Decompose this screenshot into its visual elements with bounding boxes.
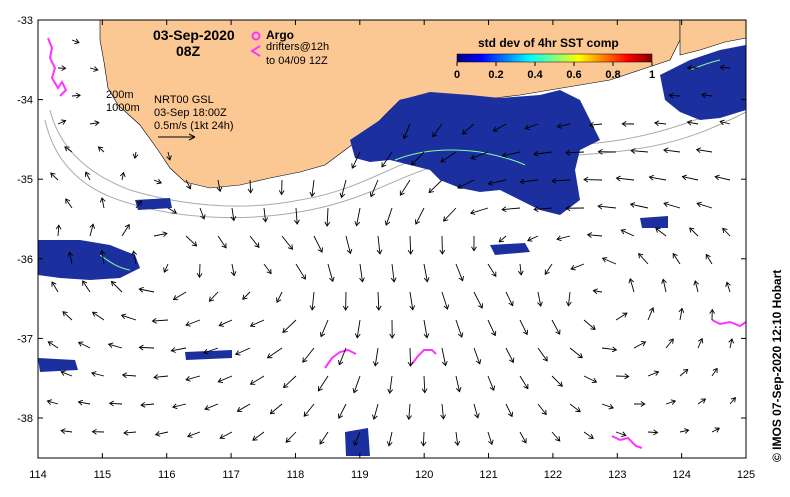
- x-tick-label: 116: [158, 469, 176, 481]
- x-tick-label: 119: [351, 469, 369, 481]
- colorbar-tick-label: 0.6: [566, 69, 581, 81]
- colorbar-tick-label: 0.2: [488, 69, 503, 81]
- current-time: 03-Sep 18:00Z: [154, 107, 227, 119]
- colorbar-tick-label: 1: [649, 69, 655, 81]
- drifters-label: drifters@12h: [266, 41, 329, 53]
- sst-patch-coast-west: [135, 198, 172, 210]
- credit-text: © IMOS 07-Sep-2020 12:10 Hobart: [770, 270, 784, 462]
- x-tick-label: 123: [608, 469, 626, 481]
- header-hour: 08Z: [176, 43, 201, 59]
- x-tick-label: 118: [287, 469, 305, 481]
- colorbar-tick-label: 0.4: [527, 69, 543, 81]
- x-tick-label: 117: [222, 469, 240, 481]
- contour-label-200m: 200m: [106, 89, 134, 101]
- sst-patch-sw-small: [38, 358, 78, 372]
- x-tick-label: 120: [415, 469, 433, 481]
- current-product: NRT00 GSL: [154, 94, 214, 106]
- y-tick-label: -34: [17, 95, 33, 107]
- colorbar-gradient: [457, 54, 652, 62]
- x-tick-label: 122: [544, 469, 562, 481]
- current-scale: 0.5m/s (1kt 24h): [154, 120, 233, 132]
- x-tick-label: 125: [737, 469, 755, 481]
- colorbar-tick-label: 0: [454, 69, 460, 81]
- colorbar-tick-label: 0.8: [605, 69, 620, 81]
- y-tick-label: -37: [17, 333, 33, 345]
- y-tick-label: -38: [17, 413, 33, 425]
- x-tick-label: 124: [672, 469, 690, 481]
- y-tick-label: -33: [17, 15, 33, 27]
- contour-label-1000m: 1000m: [106, 102, 140, 114]
- colorbar-title: std dev of 4hr SST comp: [478, 36, 619, 50]
- x-tick-label: 114: [29, 469, 47, 481]
- y-tick-label: -35: [17, 174, 33, 186]
- y-tick-label: -36: [17, 254, 33, 266]
- x-tick-label: 121: [479, 469, 497, 481]
- sst-patch-south: [345, 428, 370, 456]
- sst-patch-right-small: [640, 216, 668, 228]
- header-date: 03-Sep-2020: [153, 27, 235, 43]
- argo-label: Argo: [266, 28, 294, 42]
- drifters-range: to 04/09 12Z: [266, 55, 328, 67]
- x-tick-label: 115: [94, 469, 112, 481]
